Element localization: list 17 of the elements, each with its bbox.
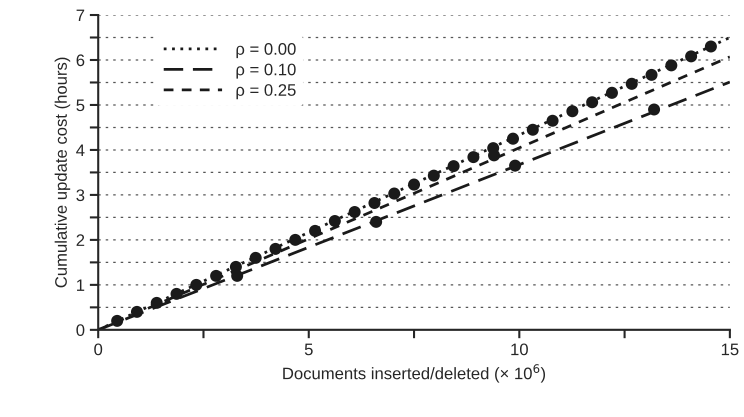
x-tick-label: 10: [511, 343, 528, 356]
y-tick-label: 3: [76, 189, 84, 202]
y-tick-label: 0: [76, 324, 84, 336]
y-tick-label: 6: [76, 54, 84, 66]
x-axis-title: Documents inserted/deleted (× 10$^{6}$): [283, 364, 546, 383]
legend-label: ρ = 0.25: [236, 84, 296, 100]
y-tick-label: 2: [76, 234, 84, 246]
legend-label: ρ = 0.10: [236, 64, 296, 79]
legend-label: ρ = 0.00: [236, 43, 296, 58]
y-tick-label: 5: [76, 100, 84, 112]
y-tick-label: 4: [76, 144, 85, 156]
x-tick-label: 5: [304, 344, 313, 356]
x-tick-label: 15: [722, 344, 738, 356]
x-tick-label: 0: [94, 343, 102, 356]
y-tick-label: 7: [76, 10, 84, 22]
y-axis-title: Cumulative update cost (hours): [54, 58, 70, 288]
y-tick-label: 1: [77, 279, 84, 291]
